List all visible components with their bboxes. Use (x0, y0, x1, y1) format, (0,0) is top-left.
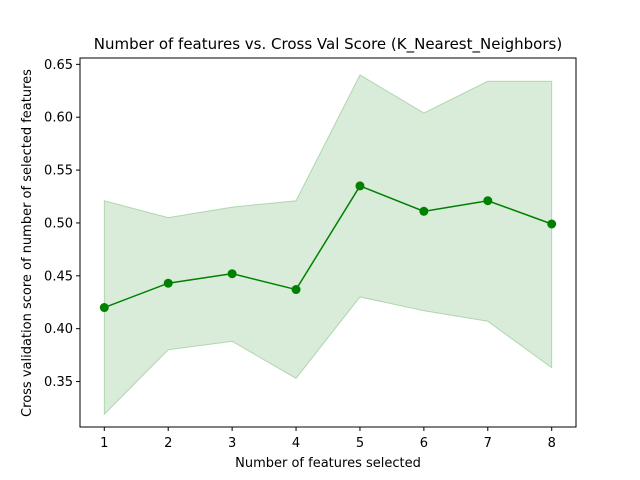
confidence-band (103, 74, 553, 416)
data-point (419, 206, 429, 216)
x-tick-label: 7 (484, 436, 492, 451)
axes-frame (79, 57, 577, 428)
axis-ticks: 1 2 3 4 5 6 7 8 0.35 0.40 0.45 0.50 0.55 0.60 0.65 (44, 58, 556, 451)
x-axis-label: Number of features selected (235, 456, 421, 471)
y-axis-label: Cross validation score of number of sele… (20, 69, 35, 417)
y-tick-label: 0.35 (44, 375, 73, 390)
y-tick-label: 0.60 (44, 111, 73, 126)
data-point (355, 181, 365, 191)
chart-title: Number of features vs. Cross Val Score (… (94, 35, 562, 54)
y-tick-label: 0.50 (44, 216, 73, 231)
x-tick-label: 3 (228, 436, 236, 451)
x-tick-label: 2 (164, 436, 172, 451)
x-tick-label: 8 (548, 436, 556, 451)
y-tick-label: 0.65 (44, 58, 73, 73)
x-tick-label: 6 (420, 436, 428, 451)
data-point (483, 196, 493, 206)
data-point (291, 285, 301, 295)
data-point (227, 269, 237, 279)
data-point (547, 219, 557, 229)
y-tick-label: 0.40 (44, 322, 73, 337)
y-tick-label: 0.55 (44, 164, 73, 179)
x-tick-label: 5 (356, 436, 364, 451)
series-line (104, 185, 552, 309)
y-tick-label: 0.45 (44, 269, 73, 284)
data-point (163, 278, 173, 288)
plot-area (99, 74, 557, 416)
x-tick-label: 1 (100, 436, 108, 451)
data-point (99, 303, 109, 313)
x-tick-label: 4 (292, 436, 300, 451)
